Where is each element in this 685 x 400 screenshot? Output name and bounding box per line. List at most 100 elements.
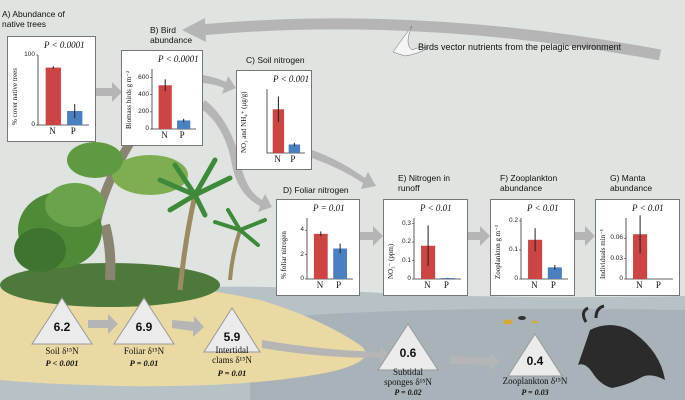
y-tick-label: 0.1 — [401, 256, 411, 264]
bird-icon — [392, 25, 429, 57]
x-category-label: N — [49, 126, 56, 136]
y-tick-label: 0 — [407, 275, 411, 282]
bird-vector-arrow — [199, 18, 662, 61]
bar-p — [440, 278, 455, 279]
y-axis-label: Zooplankton g m⁻³ — [494, 224, 502, 279]
bar-p — [177, 120, 191, 129]
beach-sand — [0, 281, 366, 387]
panel-a-title: A) Abundance of native trees — [2, 9, 65, 29]
panel-c-title: C) Soil nitrogen — [246, 55, 305, 65]
isotope-sponges-value: 0.6 — [399, 346, 417, 360]
x-category-label: N — [161, 130, 168, 140]
x-category-label: P — [179, 130, 185, 140]
y-axis-label: NO₃ and NH₄⁺ (μg/g) — [240, 91, 248, 153]
isotope-soil-p: P < 0.001 — [45, 358, 79, 368]
y-axis-label: % foliar nitrogen — [280, 231, 288, 279]
p-value-label: P < 0.0001 — [158, 54, 199, 64]
y-axis-label: % cover native trees — [11, 68, 19, 125]
y-tick-label: 0 — [300, 275, 304, 282]
y-tick-label: 2 — [300, 250, 304, 258]
chart-axis — [625, 218, 673, 280]
isotope-soil-value: 6.2 — [53, 320, 71, 334]
p-value-label: P = 0.01 — [313, 203, 345, 213]
panel-f-title: F) Zooplankton abundance — [500, 173, 558, 193]
bar-p — [333, 248, 348, 279]
p-value-label: P < 0.01 — [420, 203, 452, 213]
chart-d-plot — [305, 218, 353, 280]
panel-d-chart: 0 2 4 N P P = 0.01 % foliar nitrogen — [276, 199, 360, 296]
panel-d-title: D) Foliar nitrogen — [283, 185, 349, 195]
chart-g-plot — [624, 215, 673, 280]
x-category-label: N — [274, 154, 281, 164]
birds-vector-text: Birds vector nutrients from the pelagic … — [418, 42, 622, 52]
x-category-label: N — [316, 280, 324, 290]
y-tick-label: 200 — [138, 107, 149, 115]
p-value-label: P < 0.001 — [273, 74, 310, 84]
bar-n — [528, 239, 543, 279]
bar-n — [272, 109, 285, 153]
x-category-label: P — [443, 280, 449, 290]
bar-p — [288, 144, 301, 153]
y-tick-label: 0.2 — [401, 238, 411, 246]
palm-fronds — [157, 157, 233, 218]
y-tick-label: 0.2 — [508, 216, 518, 224]
panel-e-title: E) Nitrogen in runoff — [398, 173, 450, 193]
bar-n — [313, 233, 328, 279]
zooplankton-icon — [503, 316, 538, 325]
bar-n — [158, 85, 172, 129]
isotope-triangles — [31, 297, 563, 377]
chart-b-plot — [150, 69, 196, 130]
isotope-soil-label: Soil δ¹⁵N — [45, 346, 79, 356]
isotope-clams-label: Intertidal clams δ¹⁵N — [212, 345, 252, 365]
y-tick-label: 0.03 — [610, 254, 623, 262]
ocean-deep — [250, 308, 685, 400]
y-axis-label: NO₃⁻ (ppm) — [387, 243, 395, 279]
x-category-label: P — [655, 280, 661, 290]
y-tick-label: 100 — [24, 51, 35, 58]
chart-f-plot — [519, 218, 568, 280]
isotope-foliar-label: Foliar δ¹⁵N — [123, 346, 165, 356]
chart-e-plot — [412, 218, 461, 280]
y-tick-label: 600 — [138, 73, 149, 81]
isotope-foliar-p: P = 0.01 — [129, 358, 159, 368]
panel-b-title: B) Bird abundance — [150, 25, 193, 45]
isotope-clams-value: 5.9 — [223, 330, 241, 344]
chart-axis — [413, 218, 461, 280]
isotope-foliar-value: 6.9 — [135, 320, 153, 334]
manta-ray-icon — [578, 325, 665, 388]
palm-trunk — [177, 194, 198, 291]
y-tick-label: 0.1 — [508, 245, 518, 253]
panel-e-chart: 0 0.1 0.2 0.3 N P P < 0.01 NO₃⁻ (ppm) — [383, 199, 468, 296]
isotope-clams-p: P = 0.01 — [217, 368, 247, 378]
bar-n — [45, 67, 61, 125]
y-axis-label: Biomass birds g m⁻² — [125, 70, 133, 129]
panel-f-chart: 0 0.1 0.2 N P P < 0.01 Zooplankton g m⁻³ — [490, 199, 575, 296]
panel-b-chart: 0 200 400 600 N P P < 0.0001 Biomass birds g m⁻… — [121, 50, 203, 146]
x-category-label: N — [424, 280, 431, 290]
x-category-label: P — [550, 280, 556, 290]
isotope-zoo-value: 0.4 — [526, 354, 544, 368]
y-axis-label: Individuals min⁻¹ — [599, 229, 607, 279]
panel-a-chart: 0 100 N P P < 0.0001 % cover native trees — [7, 36, 96, 142]
y-tick-label: 0 — [619, 275, 623, 282]
y-tick-label: 0.06 — [610, 234, 623, 242]
bar-p — [547, 267, 562, 279]
isotope-zoo-p: P = 0.03 — [521, 388, 549, 397]
isotope-sponges-label: Subtidal sponges δ¹⁵N — [384, 367, 432, 387]
x-category-label: P — [290, 154, 296, 164]
y-tick-label: 0 — [514, 275, 518, 282]
y-tick-label: 400 — [138, 90, 149, 98]
panel-g-chart: 0 0.03 0.06 N P P < 0.01 Individuals min⁻¹ — [595, 199, 680, 296]
y-tick-label: 0 — [145, 125, 149, 132]
chart-a-plot — [36, 54, 89, 126]
p-value-label: P < 0.0001 — [44, 40, 85, 50]
y-tick-label: 0.3 — [401, 219, 411, 227]
x-category-label: N — [636, 280, 643, 290]
x-category-label: P — [70, 126, 76, 136]
isotope-sponges-p: P = 0.02 — [394, 388, 422, 397]
x-category-label: P — [336, 280, 342, 290]
p-value-label: P < 0.01 — [527, 203, 559, 213]
island-shrubs — [0, 263, 220, 307]
